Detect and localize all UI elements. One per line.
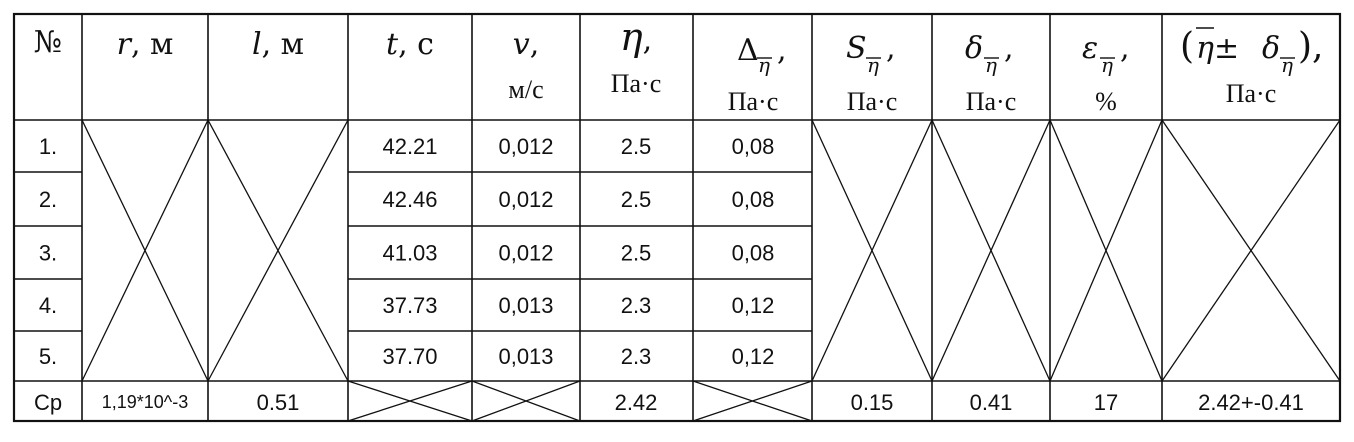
row-number: 2. xyxy=(39,187,57,212)
svg-text:,: , xyxy=(777,33,787,68)
svg-text:η: η xyxy=(985,53,997,77)
row-time: 42.21 xyxy=(382,134,437,159)
row-abs-error: 0,08 xyxy=(732,187,775,212)
svg-text:S: S xyxy=(846,31,867,66)
row-velocity: 0,012 xyxy=(498,187,553,212)
svg-text:Па·с: Па·с xyxy=(728,87,779,116)
table-row: 4. 37.73 0,013 2.3 0,12 xyxy=(39,293,775,318)
header-rel-error: ε η , % xyxy=(1082,31,1130,116)
svg-text:η: η xyxy=(758,53,770,77)
table-row: 2. 42.46 0,012 2.5 0,08 xyxy=(39,187,775,212)
table-row: 3. 41.03 0,012 2.5 0,08 xyxy=(39,241,775,266)
header-viscosity: η, xyxy=(620,15,652,59)
svg-text:Па·с: Па·с xyxy=(966,87,1017,116)
svg-text:±: ± xyxy=(1214,31,1239,66)
svg-text:Па·с: Па·с xyxy=(847,87,898,116)
svg-text:δ: δ xyxy=(1262,31,1280,66)
header-viscosity-unit: Па·с xyxy=(611,69,662,98)
header-velocity: v, xyxy=(513,27,540,62)
svg-text:η: η xyxy=(1196,31,1214,66)
svg-text:η: η xyxy=(867,53,879,77)
row-viscosity: 2.3 xyxy=(621,344,652,369)
row-viscosity: 2.5 xyxy=(621,187,652,212)
row-velocity: 0,012 xyxy=(498,241,553,266)
avg-confidence: 0.41 xyxy=(970,390,1013,415)
row-number: 1. xyxy=(39,134,57,159)
table-row: 1. 42.21 0,012 2.5 0,08 xyxy=(39,134,775,159)
row-velocity: 0,013 xyxy=(498,293,553,318)
avg-label: Ср xyxy=(34,390,62,415)
avg-result: 2.42+-0.41 xyxy=(1198,390,1304,415)
row-number: 3. xyxy=(39,241,57,266)
table-body: 1. 42.21 0,012 2.5 0,082. 42.46 0,012 2.5 0,083.… xyxy=(39,134,775,369)
row-abs-error: 0,12 xyxy=(732,344,775,369)
avg-rel-error: 17 xyxy=(1094,390,1118,415)
row-abs-error: 0,08 xyxy=(732,241,775,266)
row-time: 42.46 xyxy=(382,187,437,212)
row-viscosity: 2.3 xyxy=(621,293,652,318)
svg-text:,: , xyxy=(1120,31,1130,66)
table-header: № r, м l, м t, с v, м/с η, Па·с Δ η , Па… xyxy=(34,15,1324,116)
svg-text:δ: δ xyxy=(965,31,983,66)
header-time: t, с xyxy=(386,27,434,62)
avg-viscosity: 2.42 xyxy=(615,390,658,415)
row-time: 37.70 xyxy=(382,344,437,369)
row-velocity: 0,013 xyxy=(498,344,553,369)
svg-text:Δ: Δ xyxy=(737,33,759,68)
header-result: ( η ± δ η ), Па·с xyxy=(1180,26,1324,108)
svg-text:Па·с: Па·с xyxy=(1226,79,1277,108)
header-radius: r, м xyxy=(117,27,174,62)
svg-text:ε: ε xyxy=(1082,31,1098,66)
avg-length: 0.51 xyxy=(257,390,300,415)
svg-text:,: , xyxy=(886,31,896,66)
row-abs-error: 0,08 xyxy=(732,134,775,159)
svg-text:%: % xyxy=(1095,87,1117,116)
svg-text:,: , xyxy=(1004,31,1014,66)
row-abs-error: 0,12 xyxy=(732,293,775,318)
row-time: 37.73 xyxy=(382,293,437,318)
header-velocity-unit: м/с xyxy=(508,75,543,104)
row-number: 4. xyxy=(39,293,57,318)
average-row: Ср 1,19*10^-3 0.51 2.42 0.15 0.41 17 2.4… xyxy=(34,390,1304,415)
svg-text:(: ( xyxy=(1180,26,1194,67)
row-time: 41.03 xyxy=(382,241,437,266)
avg-std-dev: 0.15 xyxy=(851,390,894,415)
row-number: 5. xyxy=(39,344,57,369)
header-number: № xyxy=(34,25,62,60)
crossed-out-cells xyxy=(81,119,1341,422)
header-length: l, м xyxy=(252,27,304,62)
header-abs-error: Δ η , Па·с xyxy=(728,33,787,116)
row-viscosity: 2.5 xyxy=(621,134,652,159)
table-grid xyxy=(12,12,1342,423)
row-viscosity: 2.5 xyxy=(621,241,652,266)
svg-text:),: ), xyxy=(1298,26,1324,67)
svg-text:η: η xyxy=(1281,53,1293,77)
table-row: 5. 37.70 0,013 2.3 0,12 xyxy=(39,344,775,369)
header-confidence: δ η , Па·с xyxy=(965,31,1016,116)
avg-radius: 1,19*10^-3 xyxy=(102,392,189,412)
row-velocity: 0,012 xyxy=(498,134,553,159)
svg-text:η: η xyxy=(1101,53,1113,77)
header-std-dev: S η , Па·с xyxy=(846,31,897,116)
